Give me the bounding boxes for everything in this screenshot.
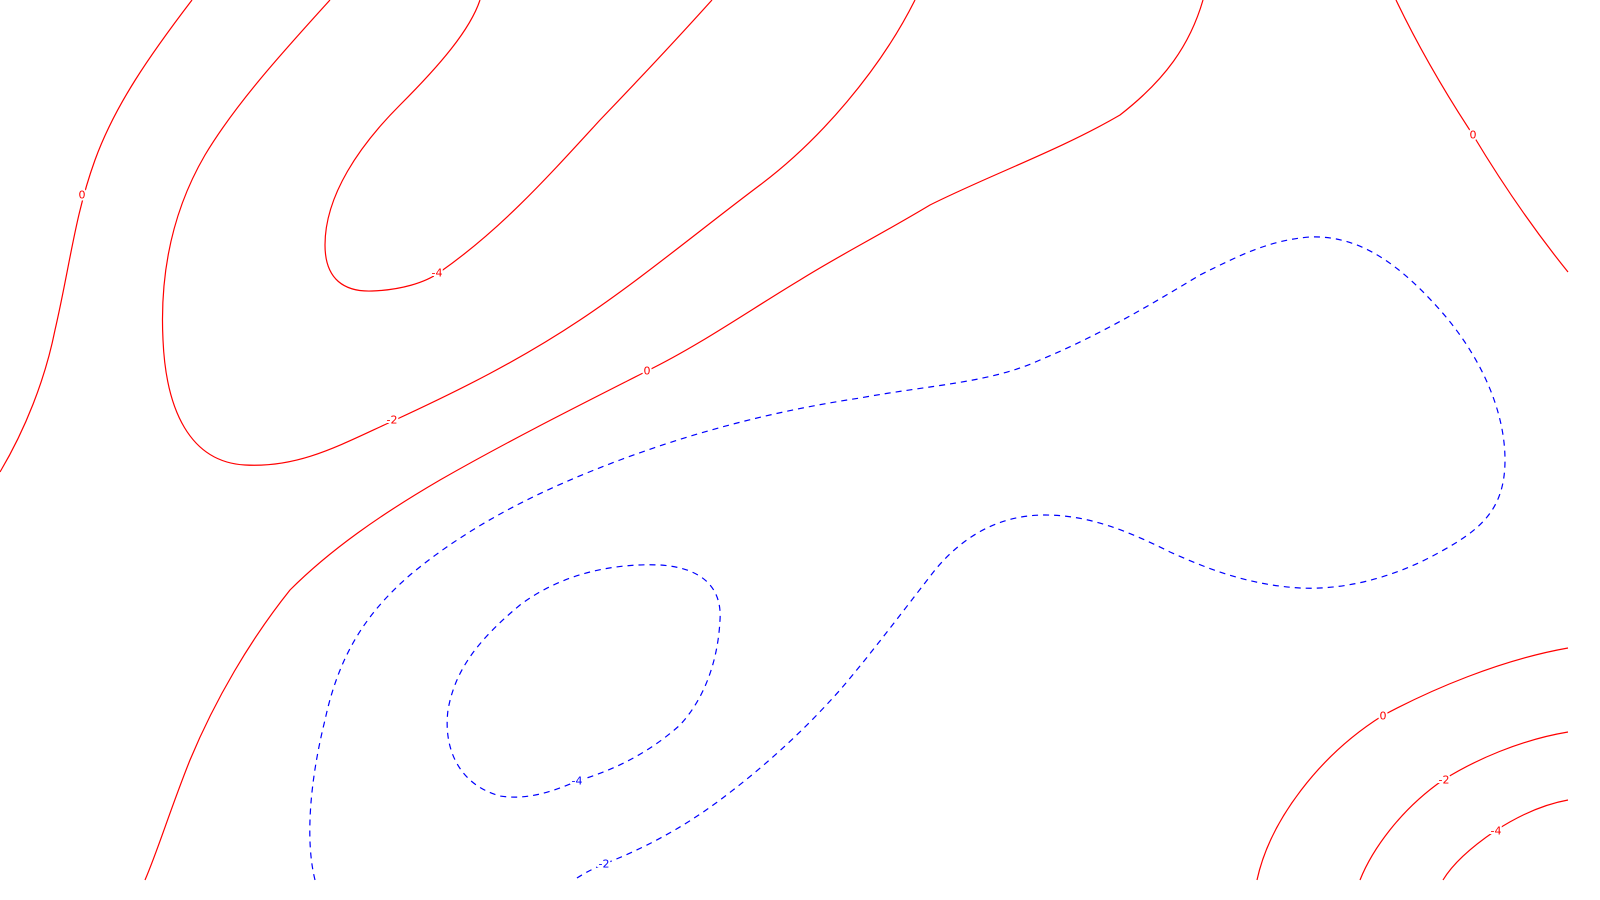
contour-line-red-0-bottomright bbox=[1256, 647, 1569, 881]
contour-line-red-0-topright bbox=[1395, 0, 1569, 273]
contour-line-red-minus4-bottomright bbox=[1442, 799, 1569, 881]
contour-label-red-0-topright: 0 bbox=[1470, 129, 1477, 142]
contour-label-red-minus4-top: -4 bbox=[432, 267, 443, 280]
contour-label-red-0-bottomright: 0 bbox=[1380, 710, 1387, 723]
contour-label-red-minus2-left: -2 bbox=[387, 414, 398, 427]
contour-label-red-minus4-bottomright: -4 bbox=[1491, 825, 1502, 838]
contour-lines bbox=[0, 0, 1569, 881]
contour-line-blue-minus2 bbox=[309, 236, 1506, 881]
contour-line-red-minus2-left bbox=[161, 0, 916, 466]
contour-line-red-minus4-top bbox=[324, 0, 713, 292]
contour-line-red-minus2-bottomright bbox=[1359, 731, 1569, 881]
contour-labels: 0 -2 -4 0 0 0 -2 -4 -2 -4 bbox=[77, 127, 1504, 873]
contour-label-red-minus2-bottomright: -2 bbox=[1439, 774, 1450, 787]
contour-label-blue-minus2: -2 bbox=[599, 858, 610, 871]
contour-label-blue-minus4: -4 bbox=[572, 775, 583, 788]
contour-line-red-0-left bbox=[0, 0, 193, 473]
contour-label-red-0-left: 0 bbox=[79, 189, 86, 202]
contour-label-red-0-main: 0 bbox=[644, 365, 651, 378]
contour-line-red-0-main bbox=[144, 0, 1204, 881]
